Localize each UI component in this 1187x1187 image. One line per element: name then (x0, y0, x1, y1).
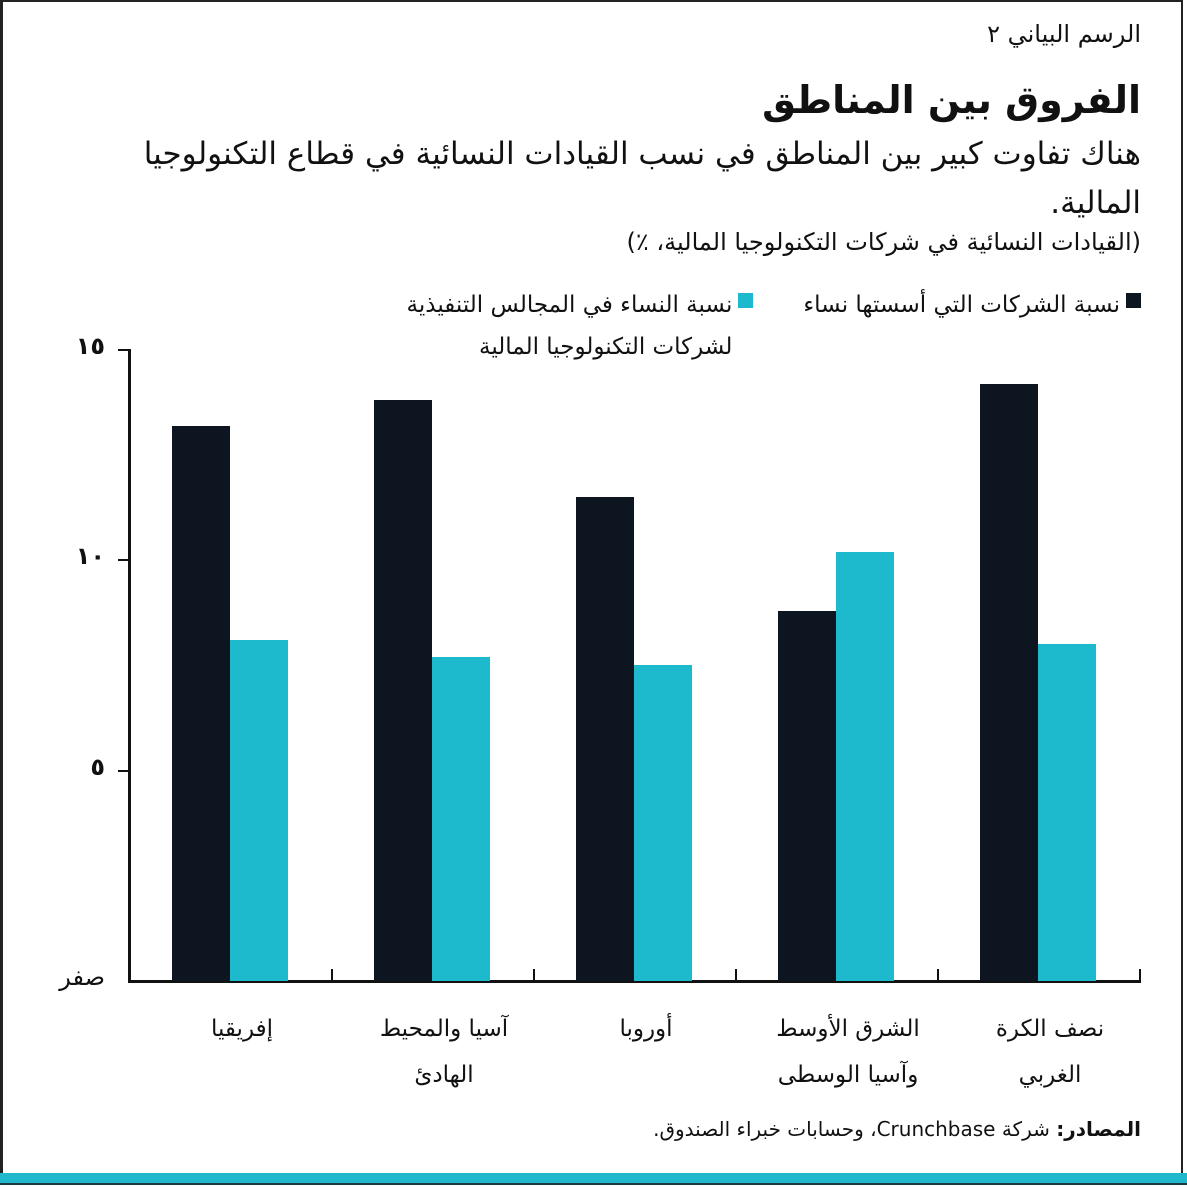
source-text: شركة Crunchbase، وحسابات خبراء الصندوق. (653, 1117, 1057, 1141)
bar (576, 497, 634, 981)
category-label: نصف الكرة الغربي (995, 1016, 1105, 1088)
y-tick-label: صفر (59, 963, 105, 991)
category-label: آسيا والمحيط الهادئ (379, 1016, 509, 1088)
legend-label: نسبة النساء في المجالس التنفيذية لشركات … (406, 292, 733, 360)
bar (230, 640, 288, 981)
bar (634, 665, 692, 981)
bar (980, 383, 1038, 981)
chart-title: الفروق بين المناطق (762, 78, 1141, 122)
source-prefix: المصادر: (1056, 1117, 1141, 1141)
chart-subtitle: هناك تفاوت كبير بين المناطق في نسب القيا… (143, 136, 1141, 221)
x-axis (128, 980, 1141, 983)
category-label: أوروبا (619, 1016, 673, 1042)
legend-swatch-teal (738, 293, 754, 308)
y-tick (118, 348, 130, 351)
x-tick (533, 969, 535, 981)
bar (836, 551, 894, 981)
x-tick (1139, 969, 1141, 981)
x-tick (937, 969, 939, 981)
legend: نسبة الشركات التي أسستها نساء نسبة النسا… (342, 284, 1141, 368)
chart-units: (القيادات النسائية في شركات التكنولوجيا … (626, 228, 1141, 256)
y-axis (128, 349, 131, 982)
bottom-accent-strip (0, 1173, 1187, 1185)
y-tick-label: ٥ (90, 752, 105, 781)
legend-item-founded-by-women: نسبة الشركات التي أسستها نساء (803, 284, 1141, 368)
source-note: المصادر: شركة Crunchbase، وحسابات خبراء … (653, 1117, 1141, 1141)
bar (172, 425, 230, 981)
legend-swatch-dark (1126, 293, 1141, 308)
y-tick-label: ١٥ (75, 331, 105, 360)
bar (374, 400, 432, 981)
legend-label: نسبة الشركات التي أسستها نساء (803, 292, 1120, 318)
category-label: إفريقيا (210, 1016, 274, 1042)
y-tick (118, 559, 130, 562)
bar (778, 610, 836, 981)
chart-kicker: الرسم البياني ٢ (987, 20, 1141, 48)
y-tick-label: ١٠ (75, 542, 105, 571)
y-tick (118, 769, 130, 772)
x-tick (735, 969, 737, 981)
legend-item-women-executive-boards: نسبة النساء في المجالس التنفيذية لشركات … (342, 284, 754, 368)
x-tick (331, 969, 333, 981)
bar (432, 657, 490, 981)
bar (1038, 644, 1096, 981)
category-label: الشرق الأوسط وآسيا الوسطى (776, 1016, 920, 1088)
